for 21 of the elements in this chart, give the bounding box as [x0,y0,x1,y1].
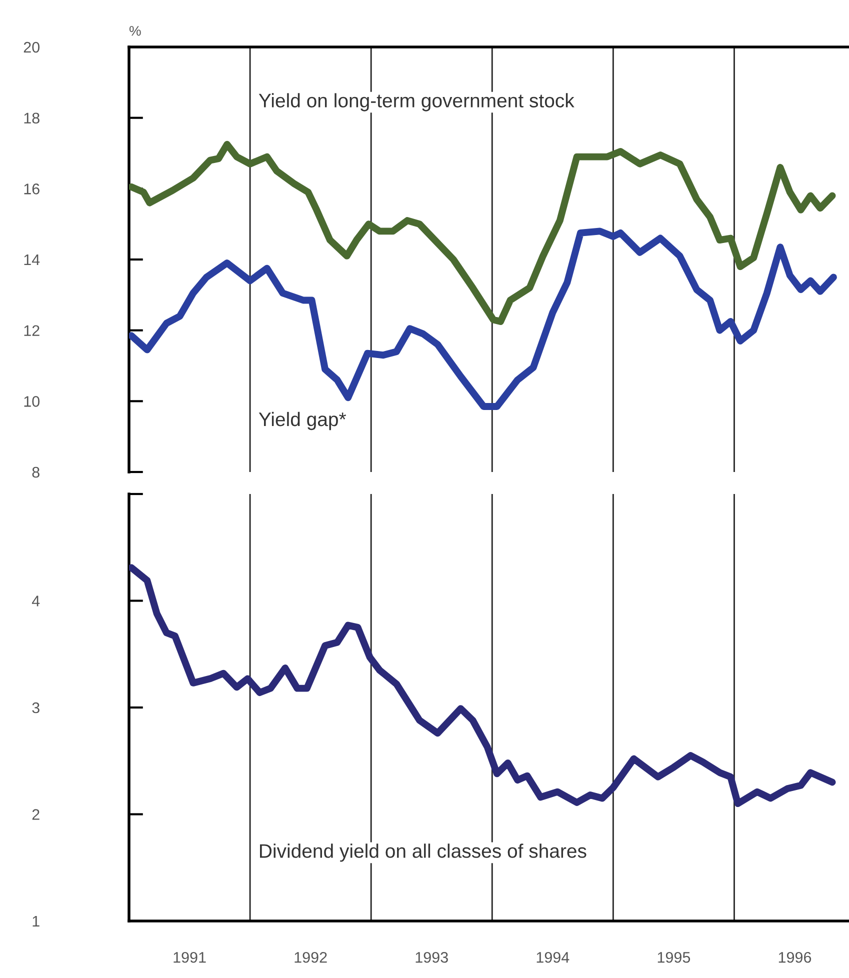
y-tick-label: 3 [32,702,40,714]
y-tick-label: 16 [24,184,40,194]
x-tick-label: 1996 [778,952,812,963]
series-label: Yield gap* [258,412,346,430]
x-tick-label: 1991 [174,952,206,963]
y-tick-label: 10 [24,396,40,407]
y-tick-label: 20 [24,42,40,53]
y-tick-label: 8 [32,466,40,478]
x-tick-label: 1994 [536,952,570,963]
y-tick-label: 18 [24,112,40,124]
x-tick-label: 1993 [416,952,448,963]
text: Yield on long-term government stock [258,93,574,112]
y-tick-label: 2 [32,809,40,820]
y-axis-title: % [129,26,141,36]
x-tick-label: 1995 [658,952,690,963]
y-tick-label: 12 [24,325,40,336]
y-tick-label: 4 [32,596,40,606]
text: Dividend yield on all classes of shares [260,844,586,862]
y-tick-label: 14 [24,254,40,266]
y-tick-label: 1 [32,916,40,927]
x-tick-label: 1992 [294,952,327,963]
